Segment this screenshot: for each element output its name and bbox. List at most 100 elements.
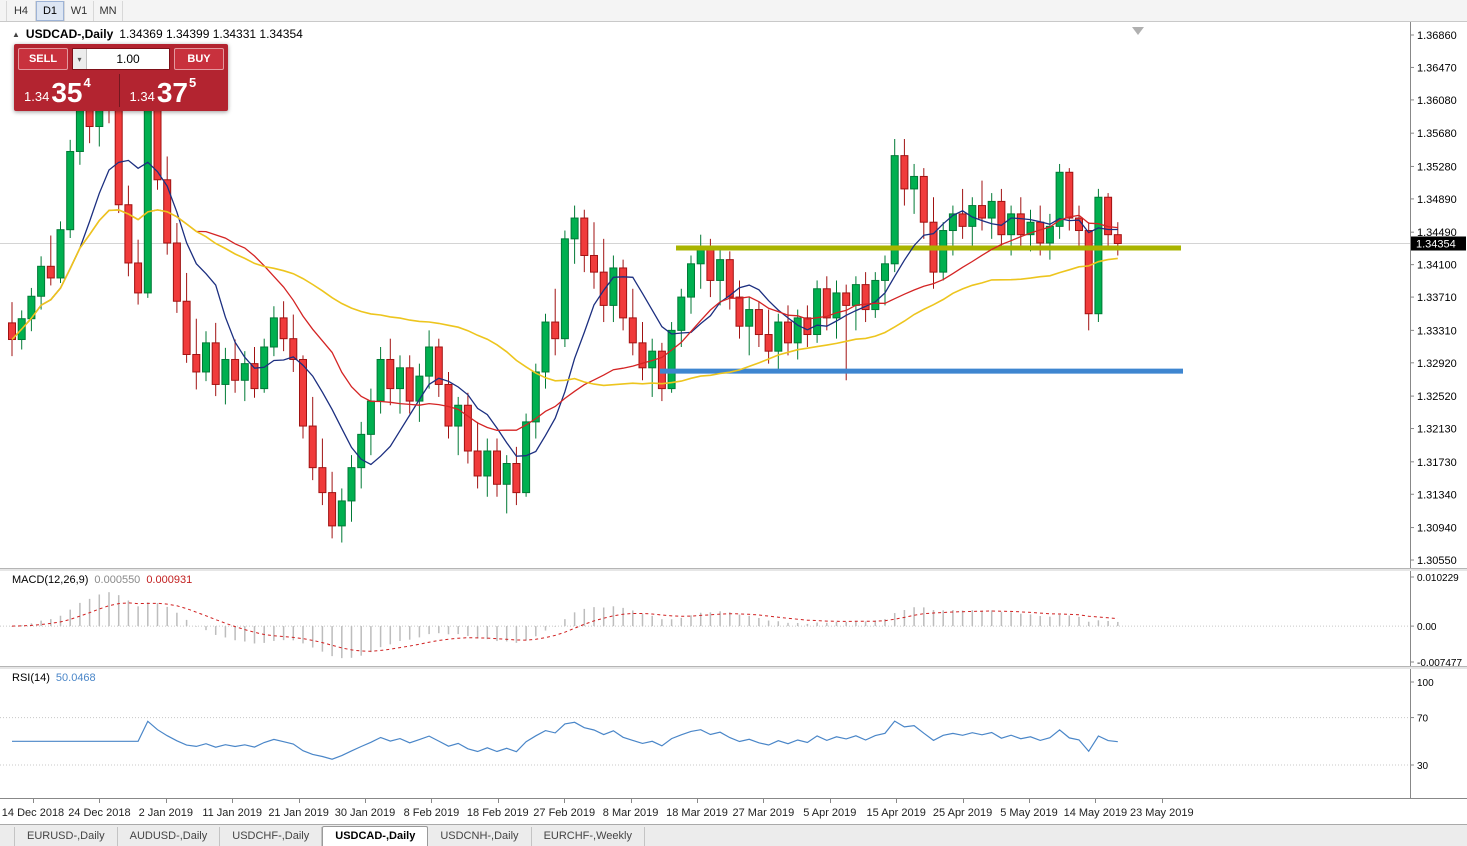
rsi-header: RSI(14) 50.0468 bbox=[12, 672, 96, 684]
date-label: 11 Jan 2019 bbox=[202, 807, 263, 819]
candle bbox=[871, 279, 880, 311]
candle bbox=[357, 433, 366, 469]
chart-tab-eurchf-weekly[interactable]: EURCHF-,Weekly bbox=[532, 827, 645, 846]
chart-tab-eurusd-daily[interactable]: EURUSD-,Daily bbox=[14, 827, 118, 846]
macd-signal-line bbox=[11, 602, 1118, 652]
timeframe-button-d1[interactable]: D1 bbox=[36, 0, 65, 21]
candle bbox=[473, 450, 482, 477]
price-chart-canvas[interactable]: 1.36860 1.36470 1.36080 1.35680 1.35280 1.348… bbox=[0, 22, 1467, 568]
panel-splitter[interactable] bbox=[0, 666, 1467, 669]
candle bbox=[667, 329, 676, 390]
candle bbox=[502, 462, 511, 485]
sell-price-quote[interactable]: 1.34 35 4 bbox=[18, 74, 120, 107]
chart-shift-marker[interactable] bbox=[1132, 27, 1144, 35]
candle bbox=[56, 229, 65, 279]
buy-button[interactable]: BUY bbox=[174, 48, 224, 70]
timeframe-button-w1[interactable]: W1 bbox=[65, 0, 94, 21]
candle bbox=[842, 292, 851, 306]
candle bbox=[919, 175, 928, 223]
price-label: 1.33310 bbox=[1417, 325, 1457, 337]
time-axis[interactable]: 14 Dec 2018 24 Dec 2018 2 Jan 2019 11 Jan 2… bbox=[0, 798, 1467, 824]
candle bbox=[376, 358, 385, 402]
candle bbox=[978, 205, 986, 219]
price-label: 1.34100 bbox=[1417, 260, 1457, 272]
sell-button[interactable]: SELL bbox=[18, 48, 68, 70]
candle bbox=[337, 500, 346, 527]
axis-tick bbox=[497, 799, 499, 803]
axis-tick bbox=[431, 799, 433, 803]
chart-tab-usdcad-daily[interactable]: USDCAD-,Daily bbox=[322, 826, 429, 846]
price-label: 1.36860 bbox=[1417, 30, 1457, 42]
buy-price-quote[interactable]: 1.34 37 5 bbox=[120, 74, 225, 107]
candle bbox=[687, 263, 695, 298]
candle bbox=[706, 246, 715, 281]
candle bbox=[318, 467, 327, 494]
price-label: 1.35280 bbox=[1417, 161, 1457, 173]
candle bbox=[1055, 171, 1064, 227]
candle bbox=[279, 317, 288, 340]
trade-prices-row: 1.34 35 4 1.34 37 5 bbox=[18, 74, 224, 107]
candle bbox=[599, 271, 608, 306]
chart-tab-audusd-daily[interactable]: AUDUSD-,Daily bbox=[118, 827, 221, 846]
candle bbox=[463, 404, 472, 452]
timeframe-button-h4[interactable]: H4 bbox=[6, 0, 36, 21]
candle bbox=[590, 254, 598, 273]
date-label: 8 Feb 2019 bbox=[403, 807, 460, 819]
timeframe-toolbar: H4 D1 W1 MN bbox=[0, 0, 1467, 22]
axis-tick bbox=[298, 799, 300, 803]
candle bbox=[745, 309, 754, 327]
price-label: 1.33710 bbox=[1417, 292, 1457, 304]
date-label: 14 Dec 2018 bbox=[1, 807, 65, 819]
candle bbox=[803, 317, 812, 336]
price-label: 1.30940 bbox=[1417, 523, 1457, 535]
date-label: 15 Apr 2019 bbox=[866, 807, 926, 819]
one-click-collapse-icon[interactable]: ▲ bbox=[12, 29, 20, 39]
candle bbox=[221, 358, 230, 385]
support-line[interactable] bbox=[660, 368, 1183, 374]
price-label: 1.31340 bbox=[1417, 489, 1457, 501]
chart-tab-usdchf-daily[interactable]: USDCHF-,Daily bbox=[220, 827, 323, 846]
candle bbox=[570, 217, 579, 240]
candle bbox=[890, 155, 899, 265]
axis-tick bbox=[1095, 799, 1097, 803]
macd-canvas[interactable]: 0.010229 0.00 -0.007477 bbox=[0, 571, 1467, 669]
chart-title-bar: ▲ USDCAD-,Daily 1.34369 1.34399 1.34331 … bbox=[12, 27, 303, 41]
ma-slow-line bbox=[11, 209, 1118, 387]
candle bbox=[75, 104, 84, 152]
candle bbox=[512, 462, 521, 494]
candle bbox=[832, 292, 841, 319]
candle bbox=[531, 371, 540, 423]
price-label: 1.35680 bbox=[1417, 128, 1457, 140]
axis-tick bbox=[763, 799, 765, 803]
panel-splitter[interactable] bbox=[0, 568, 1467, 571]
axis-tick bbox=[232, 799, 234, 803]
axis-tick bbox=[99, 799, 101, 803]
price-label: 1.30550 bbox=[1417, 555, 1457, 567]
current-price-value: 1.34354 bbox=[1416, 239, 1456, 251]
macd-signal-value: 0.000931 bbox=[146, 574, 193, 586]
candle bbox=[366, 400, 375, 435]
candle bbox=[493, 450, 501, 485]
price-label: 1.31730 bbox=[1417, 457, 1457, 469]
timeframe-button-mn[interactable]: MN bbox=[94, 0, 123, 21]
chart-tab-usdcnh-daily[interactable]: USDCNH-,Daily bbox=[428, 827, 532, 846]
rsi-line bbox=[12, 720, 1118, 760]
macd-axis-label: 0.010229 bbox=[1417, 573, 1459, 584]
date-label: 27 Feb 2019 bbox=[533, 807, 596, 819]
candle bbox=[1016, 213, 1025, 236]
candle bbox=[881, 263, 889, 281]
date-label: 30 Jan 2019 bbox=[334, 807, 396, 819]
candle bbox=[560, 238, 569, 340]
volume-dropdown-button[interactable]: ▾ bbox=[73, 49, 87, 69]
candle bbox=[454, 404, 463, 427]
candle bbox=[725, 259, 734, 298]
rsi-canvas[interactable]: 100 70 30 bbox=[0, 669, 1467, 798]
resistance-line[interactable] bbox=[676, 245, 1181, 251]
candle bbox=[1026, 221, 1035, 236]
volume-input[interactable] bbox=[87, 49, 169, 69]
candle bbox=[396, 367, 404, 390]
date-label: 5 May 2019 bbox=[1000, 807, 1058, 819]
date-label: 14 May 2019 bbox=[1063, 807, 1128, 819]
sell-price-pipette: 4 bbox=[83, 75, 91, 90]
rsi-indicator-panel: 100 70 30 RSI(14) 50.0468 bbox=[0, 669, 1467, 798]
